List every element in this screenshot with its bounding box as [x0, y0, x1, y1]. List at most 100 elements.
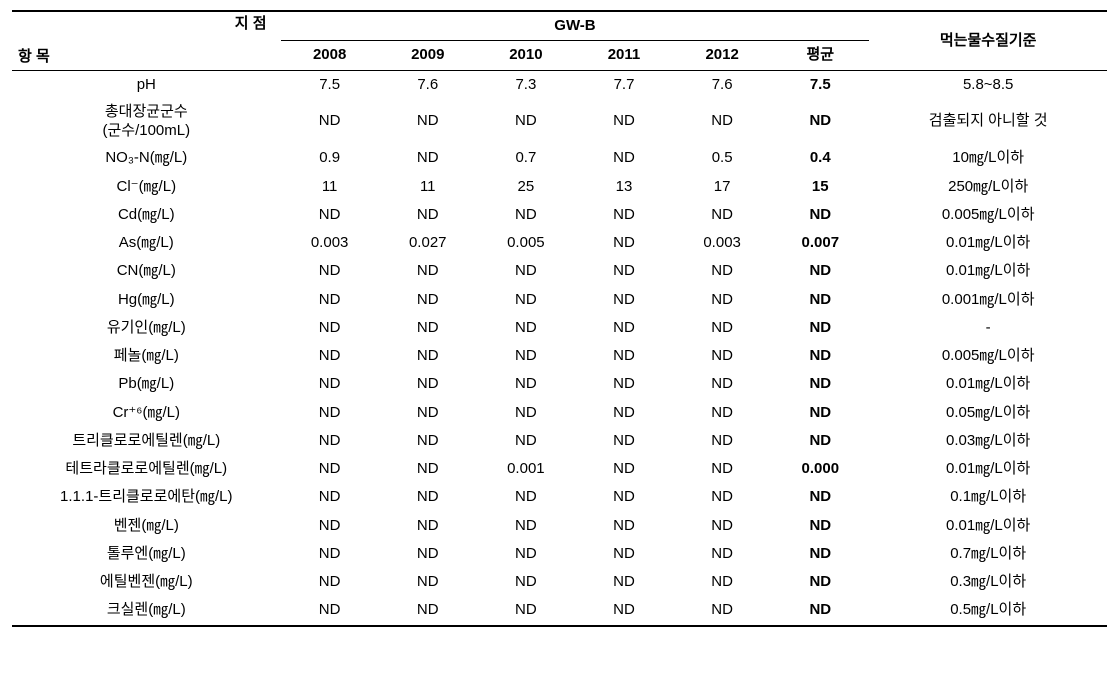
cell-value: ND [281, 314, 379, 342]
cell-value: 0.005 [477, 229, 575, 257]
cell-value: 11 [379, 173, 477, 201]
cell-value: ND [575, 596, 673, 625]
row-label: 페놀(㎎/L) [12, 342, 281, 370]
row-label: pH [12, 70, 281, 99]
cell-value: 0.003 [281, 229, 379, 257]
cell-average: 0.000 [771, 455, 869, 483]
cell-value: 17 [673, 173, 771, 201]
cell-value: 0.003 [673, 229, 771, 257]
table-row: 크실렌(㎎/L)NDNDNDNDNDND0.5㎎/L이하 [12, 596, 1107, 625]
cell-average: 0.007 [771, 229, 869, 257]
cell-value: ND [281, 483, 379, 511]
cell-value: ND [477, 596, 575, 625]
cell-value: ND [575, 568, 673, 596]
cell-value: ND [673, 399, 771, 427]
cell-value: ND [575, 257, 673, 285]
cell-standard: 0.005㎎/L이하 [869, 342, 1107, 370]
header-standard: 먹는물수질기준 [869, 11, 1107, 70]
page: 지 점 항 목 GW-B 먹는물수질기준 2008 2009 2010 2011… [0, 0, 1119, 641]
cell-value: ND [575, 540, 673, 568]
cell-value: ND [575, 99, 673, 145]
table-row: 테트라클로로에틸렌(㎎/L)NDND0.001NDND0.0000.01㎎/L이… [12, 455, 1107, 483]
cell-value: ND [379, 540, 477, 568]
cell-average: ND [771, 342, 869, 370]
cell-value: ND [673, 286, 771, 314]
cell-standard: 5.8~8.5 [869, 70, 1107, 99]
cell-value: ND [281, 342, 379, 370]
row-label: CN(㎎/L) [12, 257, 281, 285]
table-row: pH7.57.67.37.77.67.55.8~8.5 [12, 70, 1107, 99]
row-label: Cl⁻(㎎/L) [12, 173, 281, 201]
cell-value: 13 [575, 173, 673, 201]
row-label: Hg(㎎/L) [12, 286, 281, 314]
cell-average: ND [771, 512, 869, 540]
header-avg: 평균 [771, 41, 869, 70]
row-label: NO₃-N(㎎/L) [12, 144, 281, 172]
cell-value: ND [477, 399, 575, 427]
cell-value: ND [673, 99, 771, 145]
table-row: 벤젠(㎎/L)NDNDNDNDNDND0.01㎎/L이하 [12, 512, 1107, 540]
cell-standard: 0.05㎎/L이하 [869, 399, 1107, 427]
cell-value: ND [281, 512, 379, 540]
cell-value: ND [379, 483, 477, 511]
cell-value: ND [673, 257, 771, 285]
cell-average: ND [771, 99, 869, 145]
cell-average: ND [771, 370, 869, 398]
cell-value: ND [379, 512, 477, 540]
cell-value: ND [477, 99, 575, 145]
row-label: 1.1.1-트리클로로에탄(㎎/L) [12, 483, 281, 511]
cell-value: ND [673, 512, 771, 540]
cell-standard: 0.03㎎/L이하 [869, 427, 1107, 455]
cell-value: ND [673, 427, 771, 455]
header-year-2008: 2008 [281, 41, 379, 70]
cell-value: ND [281, 427, 379, 455]
cell-value: ND [477, 314, 575, 342]
row-label: 에틸벤젠(㎎/L) [12, 568, 281, 596]
cell-value: ND [575, 229, 673, 257]
cell-value: ND [281, 370, 379, 398]
cell-standard: 0.005㎎/L이하 [869, 201, 1107, 229]
cell-value: ND [281, 201, 379, 229]
table-row: Hg(㎎/L)NDNDNDNDNDND0.001㎎/L이하 [12, 286, 1107, 314]
cell-value: ND [575, 201, 673, 229]
cell-value: 7.6 [673, 70, 771, 99]
cell-value: 11 [281, 173, 379, 201]
header-year-2010: 2010 [477, 41, 575, 70]
cell-standard: 10㎎/L이하 [869, 144, 1107, 172]
cell-value: ND [673, 314, 771, 342]
cell-value: ND [673, 201, 771, 229]
cell-value: ND [281, 596, 379, 625]
table-row: 총대장균군수(군수/100mL)NDNDNDNDNDND검출되지 아니할 것 [12, 99, 1107, 145]
cell-value: ND [379, 286, 477, 314]
cell-standard: 0.01㎎/L이하 [869, 455, 1107, 483]
cell-value: ND [379, 568, 477, 596]
cell-value: 7.7 [575, 70, 673, 99]
cell-value: ND [281, 455, 379, 483]
cell-value: ND [575, 286, 673, 314]
cell-value: ND [673, 342, 771, 370]
cell-value: 7.3 [477, 70, 575, 99]
header-year-2012: 2012 [673, 41, 771, 70]
cell-value: ND [477, 257, 575, 285]
cell-value: 0.9 [281, 144, 379, 172]
row-label: 총대장균군수(군수/100mL) [12, 99, 281, 145]
cell-value: 0.5 [673, 144, 771, 172]
cell-average: 0.4 [771, 144, 869, 172]
table-row: 페놀(㎎/L)NDNDNDNDNDND0.005㎎/L이하 [12, 342, 1107, 370]
cell-value: ND [575, 512, 673, 540]
cell-average: ND [771, 257, 869, 285]
row-label: 크실렌(㎎/L) [12, 596, 281, 625]
cell-standard: 0.5㎎/L이하 [869, 596, 1107, 625]
cell-standard: 0.001㎎/L이하 [869, 286, 1107, 314]
cell-value: 7.5 [281, 70, 379, 99]
cell-value: ND [673, 455, 771, 483]
cell-value: ND [281, 99, 379, 145]
table-row: Pb(㎎/L)NDNDNDNDNDND0.01㎎/L이하 [12, 370, 1107, 398]
cell-standard: - [869, 314, 1107, 342]
table-row: CN(㎎/L)NDNDNDNDNDND0.01㎎/L이하 [12, 257, 1107, 285]
row-label: 톨루엔(㎎/L) [12, 540, 281, 568]
header-group: GW-B [281, 11, 870, 41]
table-row: Cd(㎎/L)NDNDNDNDNDND0.005㎎/L이하 [12, 201, 1107, 229]
cell-average: ND [771, 596, 869, 625]
cell-value: ND [477, 201, 575, 229]
